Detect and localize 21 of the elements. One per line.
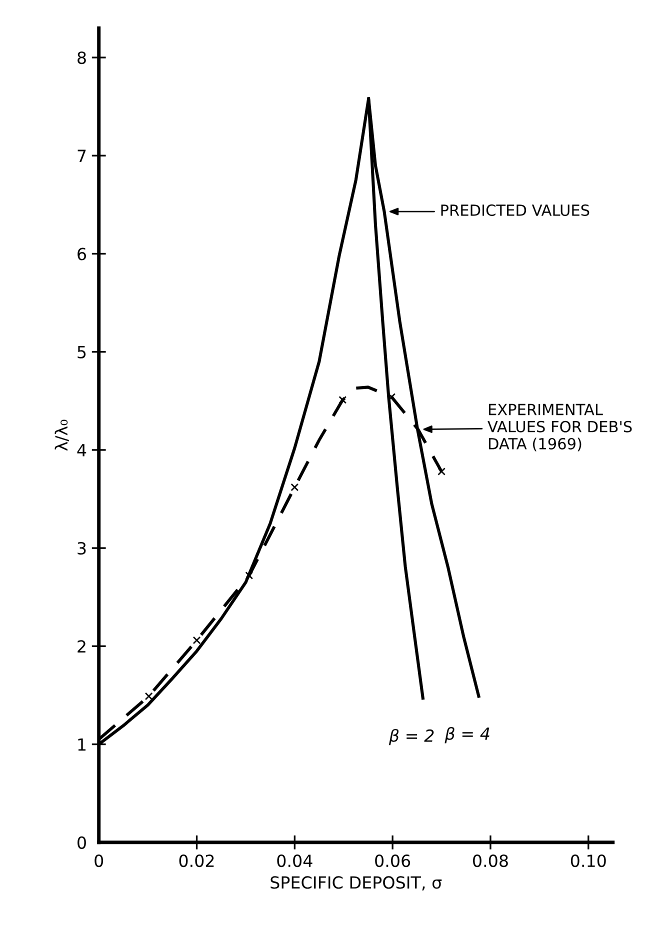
annotation: β = 4 xyxy=(444,726,490,744)
y-tick-label: 0 xyxy=(78,836,86,849)
x-tick-label: 0.08 xyxy=(473,854,508,868)
annotation: PREDICTED VALUES xyxy=(441,204,590,216)
y-tick-label: 5 xyxy=(78,346,86,358)
annotation: β = 2 xyxy=(388,728,434,746)
y-tick-label: 8 xyxy=(78,51,86,64)
y-tick-label: 6 xyxy=(78,248,86,260)
x-tick-label: 0.06 xyxy=(375,854,410,868)
x-tick-label: 0.10 xyxy=(570,854,606,868)
x-tick-label: 0.02 xyxy=(179,854,214,868)
annotation: EXPERIMENTAL VALUES FOR DEB'S DATA (1969) xyxy=(488,404,632,452)
y-tick-label: 7 xyxy=(78,150,86,162)
y-tick-label: 1 xyxy=(78,738,86,751)
y-tick-label: 3 xyxy=(78,542,86,555)
y-tick-label: 4 xyxy=(77,444,86,456)
y-axis-title: λ/λ₀ xyxy=(54,420,69,451)
x-tick-label: 0.04 xyxy=(277,854,312,868)
x-tick-label: 0 xyxy=(94,854,104,868)
y-tick-label: 2 xyxy=(78,640,86,653)
x-axis-title: SPECIFIC DEPOSIT, σ xyxy=(270,876,442,890)
